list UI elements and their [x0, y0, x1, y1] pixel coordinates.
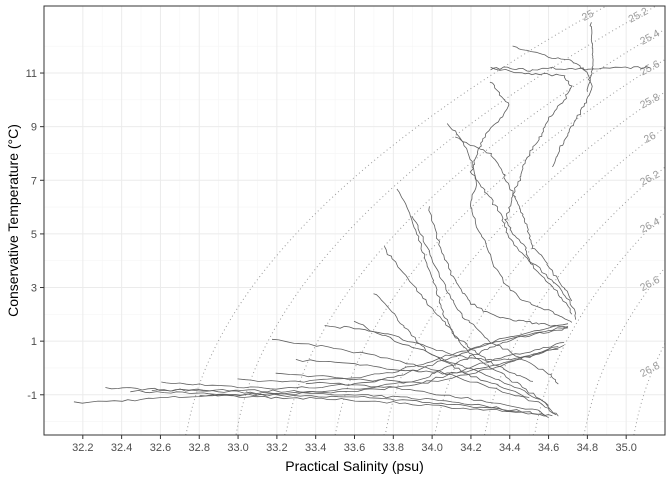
profile-line: [490, 66, 573, 315]
y-tick-label: 1: [31, 336, 37, 348]
y-tick-label: 5: [31, 229, 37, 241]
isopycnal-line: [185, 5, 631, 436]
profile-line: [396, 188, 549, 406]
profile-line: [512, 45, 593, 168]
isopycnal-line: [633, 343, 666, 436]
profile-line: [199, 394, 545, 417]
y-tick-label: 11: [26, 68, 37, 80]
y-tick-label: 9: [31, 122, 37, 134]
profile-line: [353, 320, 559, 417]
isopycnal-line: [235, 5, 665, 435]
y-axis-ticks: -1 1 3 5 7 9 11: [26, 68, 44, 402]
isopycnal-label: 26: [642, 130, 658, 146]
profile-line: [490, 66, 650, 72]
y-tick-label: -1: [27, 390, 37, 402]
profile-line: [324, 325, 559, 362]
x-tick-label: 34.4: [499, 442, 520, 454]
x-tick-label: 33.0: [227, 442, 248, 454]
x-tick-label: 33.6: [344, 442, 365, 454]
x-tick-label: 32.6: [150, 442, 171, 454]
profile-line: [469, 81, 577, 320]
x-tick-label: 33.2: [266, 442, 287, 454]
profile-line: [586, 22, 594, 92]
isopycnal-label: 25: [580, 8, 596, 24]
isopycnal-line: [583, 267, 666, 436]
profile-series: [73, 22, 650, 418]
x-tick-label: 32.4: [111, 442, 132, 454]
x-axis-ticks: 32.2 32.4 32.6 32.8 33.0 33.2 33.4 33.6 33.8 34.0…: [72, 435, 637, 454]
profile-line: [305, 381, 549, 418]
x-tick-label: 34.6: [538, 442, 559, 454]
x-tick-label: 33.4: [305, 442, 326, 454]
profile-line: [455, 136, 573, 302]
x-tick-label: 34.8: [577, 442, 598, 454]
grid-major: [44, 6, 665, 435]
x-tick-label: 32.8: [189, 442, 210, 454]
profile-line: [161, 326, 569, 390]
x-tick-label: 33.8: [383, 442, 404, 454]
profile-line: [295, 346, 559, 375]
y-tick-label: 3: [31, 283, 37, 295]
x-tick-label: 34.0: [421, 442, 442, 454]
profile-line: [130, 389, 520, 412]
x-tick-label: 32.2: [72, 442, 93, 454]
profile-line: [271, 338, 557, 416]
profile-line: [446, 123, 573, 323]
profile-line: [411, 216, 559, 385]
isopycnal-line: [433, 127, 666, 436]
y-axis-title: Conservative Temperature (°C): [5, 124, 21, 317]
isopycnal-line: [334, 58, 666, 436]
profile-line: [151, 342, 565, 394]
profile-line: [384, 246, 534, 382]
x-tick-label: 34.2: [460, 442, 481, 454]
profile-line: [237, 323, 569, 383]
x-tick-label: 35.0: [615, 442, 636, 454]
profile-line: [428, 206, 569, 329]
x-axis-title: Practical Salinity (psu): [285, 458, 424, 474]
y-tick-label: 7: [31, 175, 37, 187]
profile-line: [73, 327, 569, 404]
